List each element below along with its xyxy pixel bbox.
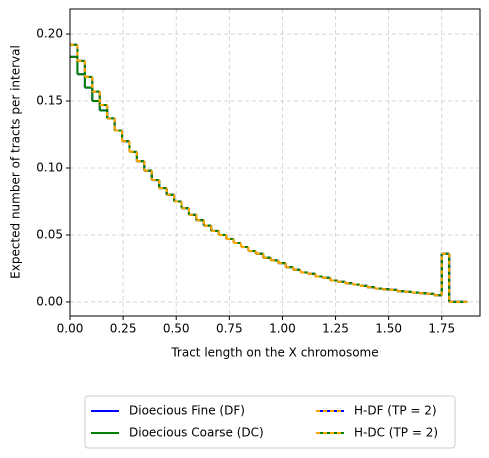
y-tick-label: 0.20 (36, 27, 63, 41)
legend-label: Dioecious Coarse (DC) (129, 426, 264, 440)
plot-area (70, 43, 468, 303)
x-tick-label: 0.50 (163, 322, 190, 336)
legend-label: H-DF (TP = 2) (354, 404, 437, 418)
legend-box (84, 395, 456, 449)
legend-label: Dioecious Fine (DF) (129, 404, 245, 418)
x-tick-label: 1.00 (269, 322, 296, 336)
x-tick-label: 1.25 (322, 322, 349, 336)
y-tick-label: 0.15 (36, 94, 63, 108)
x-tick-label: 0.75 (216, 322, 243, 336)
x-axis-label: Tract length on the X chromosome (170, 346, 378, 360)
plot-frame (69, 8, 481, 317)
y-axis-label: Expected number of tracts per interval (9, 45, 23, 279)
legend-label: H-DC (TP = 2) (354, 426, 438, 440)
y-tick-label: 0.10 (36, 160, 63, 174)
x-tick-label: 1.50 (375, 322, 402, 336)
x-tick-label: 1.75 (428, 322, 455, 336)
y-tick-label: 0.05 (36, 227, 63, 241)
y-tick-label: 0.00 (36, 294, 63, 308)
x-tick-label: 0.25 (110, 322, 137, 336)
x-tick-label: 0.00 (57, 322, 84, 336)
